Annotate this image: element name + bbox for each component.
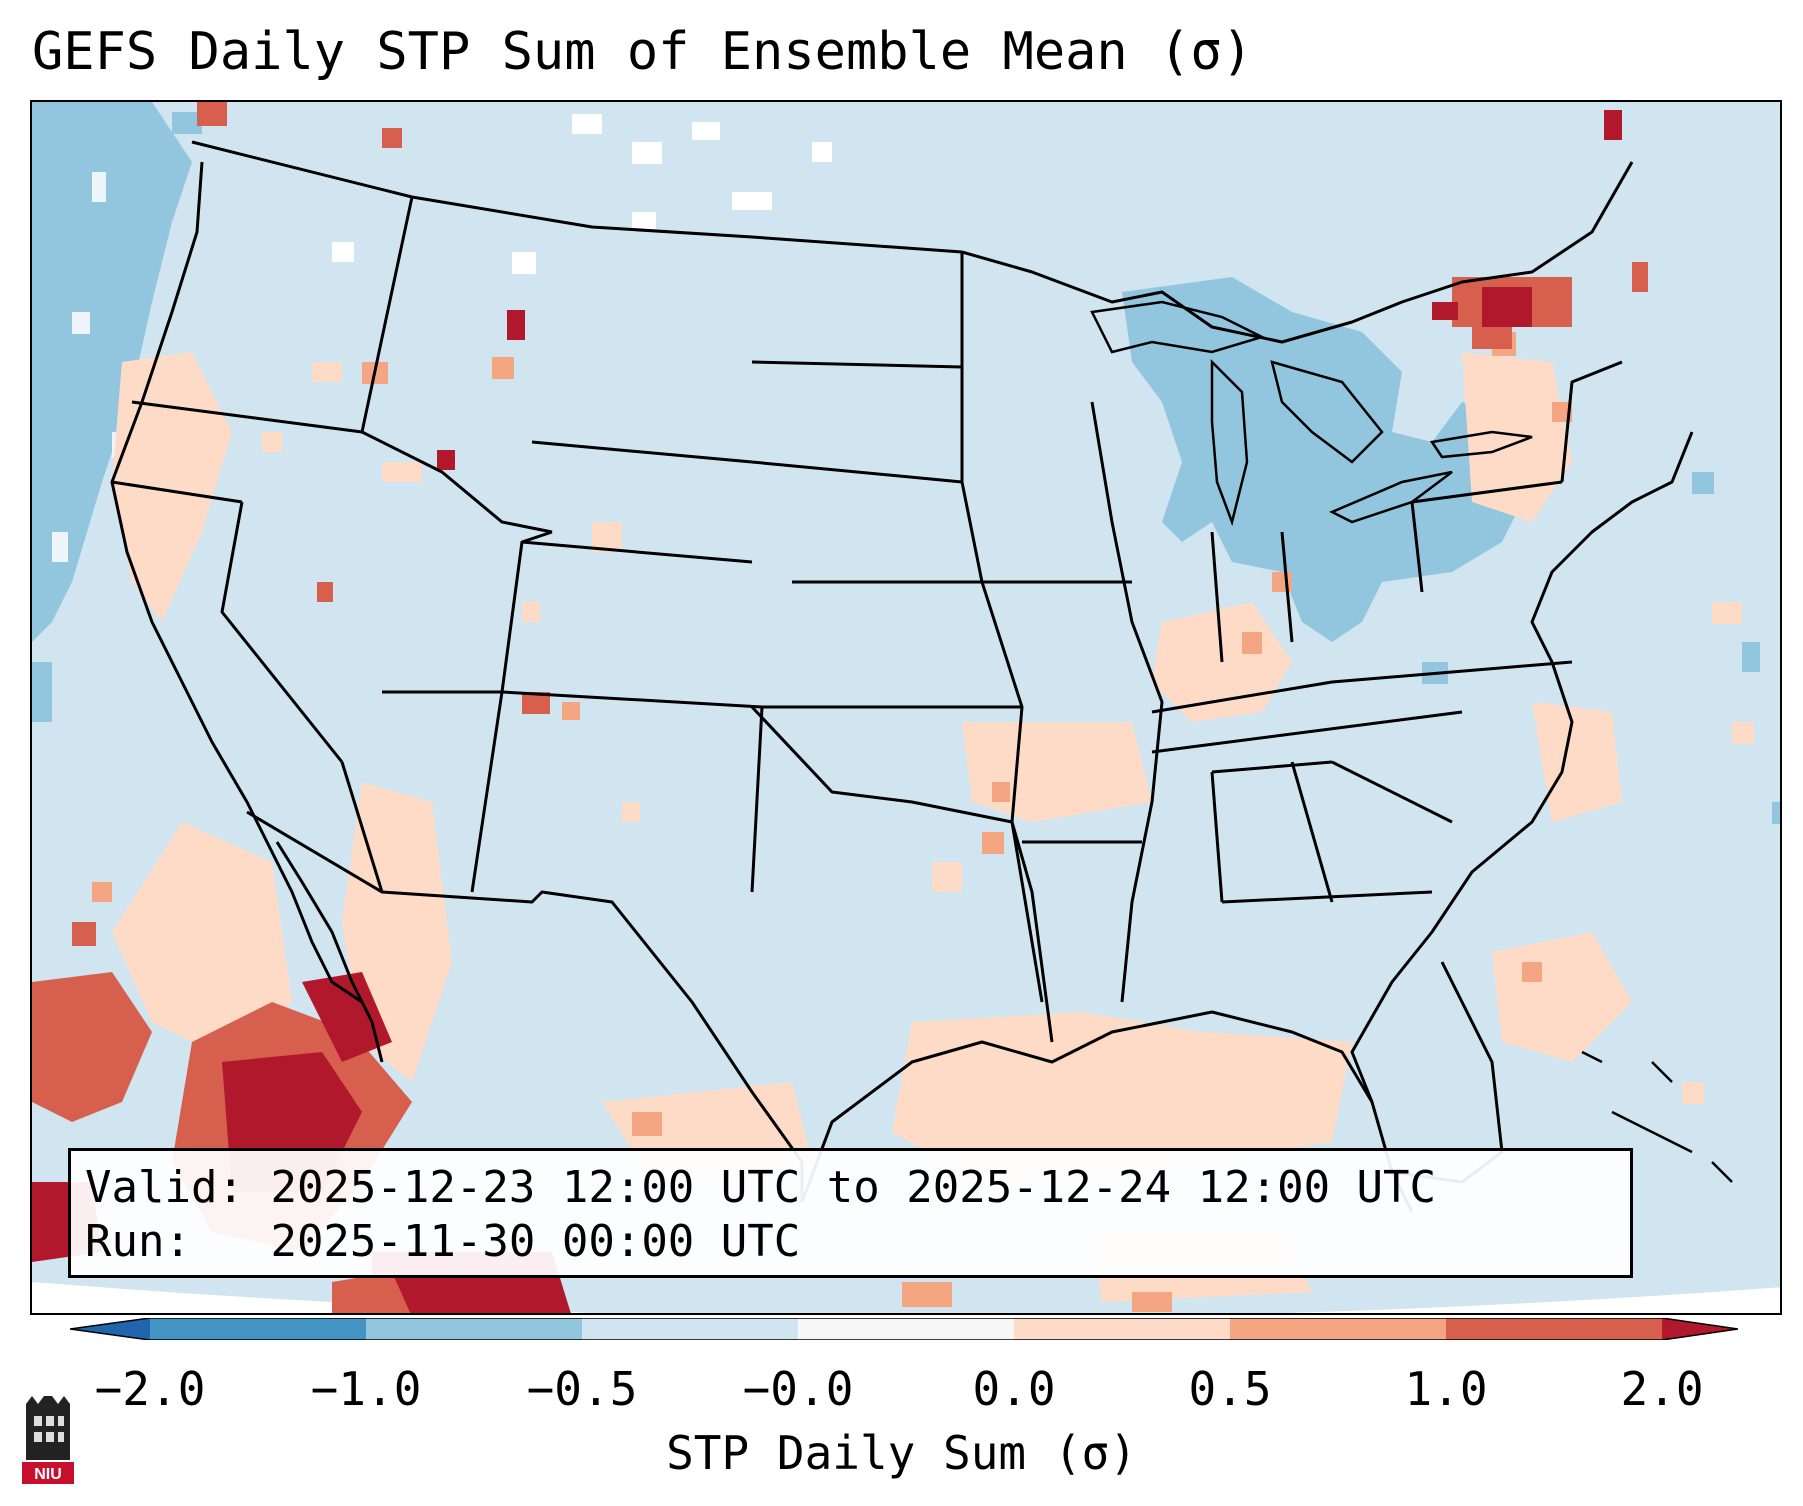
canada-border xyxy=(191,140,963,254)
colorbar-seg-4 xyxy=(798,1318,1014,1340)
lake-huron xyxy=(1270,360,1384,464)
state-line-ut-co xyxy=(500,530,553,693)
state-line-wy-co xyxy=(521,540,753,564)
state-line-tx-la xyxy=(1010,821,1044,1003)
state-line-id xyxy=(361,430,553,534)
state-line-mt-wy xyxy=(531,440,753,464)
state-line-pa-ny xyxy=(1411,480,1563,504)
state-line-wa-or xyxy=(131,400,363,434)
state-line-tn xyxy=(1151,710,1463,754)
map-title: GEFS Daily STP Sum of Ensemble Mean (σ) xyxy=(32,22,1253,82)
state-line-oh-pa xyxy=(1410,501,1424,593)
valid-label: Valid: xyxy=(85,1162,244,1213)
map-panel xyxy=(30,100,1782,1315)
run-row: Run: 2025-11-30 00:00 UTC xyxy=(85,1215,1616,1269)
colorbar-tick: 2.0 xyxy=(1620,1362,1704,1416)
state-line-ms-al xyxy=(1210,771,1224,903)
state-line-ca-nv-az xyxy=(340,761,384,893)
state-line-co-nm xyxy=(501,690,763,709)
valid-row: Valid: 2025-12-23 12:00 UTC to 2025-12-2… xyxy=(85,1161,1616,1215)
colorbar-tick: −2.0 xyxy=(94,1362,206,1416)
colorbar-seg-7 xyxy=(1446,1318,1662,1340)
lake-ontario xyxy=(1429,430,1533,459)
colorbar-tick: −0.5 xyxy=(526,1362,638,1416)
state-line-nm-tx xyxy=(750,706,764,893)
state-line-or-ca xyxy=(111,480,243,504)
colorbar-high-extend xyxy=(1662,1318,1738,1340)
small-strong-positive-spots xyxy=(197,102,550,714)
baja-coastline xyxy=(275,841,384,1063)
colorbar-seg-3 xyxy=(582,1318,798,1340)
logo-crenellation xyxy=(26,1396,70,1404)
colorbar-tick: −1.0 xyxy=(310,1362,422,1416)
boundaries xyxy=(110,140,1694,1213)
state-line-sd-ne xyxy=(751,460,963,484)
state-line-il-in xyxy=(1210,531,1224,663)
colorbar-low-extend xyxy=(70,1318,150,1340)
lake-superior xyxy=(1090,300,1266,354)
state-line-al-ga xyxy=(1290,761,1334,903)
state-line-ky-tn xyxy=(1151,660,1573,714)
colorbar-tick: −0.0 xyxy=(742,1362,854,1416)
logo-text: NIU xyxy=(34,1466,62,1483)
state-line-az-nm xyxy=(470,691,504,893)
colorbar-tick: 0.0 xyxy=(972,1362,1056,1416)
run-time: 2025-11-30 00:00 UTC xyxy=(270,1216,801,1267)
state-line-ok-tx xyxy=(750,705,1013,824)
lake-michigan xyxy=(1210,358,1249,527)
colorbar-seg-2 xyxy=(366,1318,582,1340)
state-line-ga-sc xyxy=(1331,760,1453,824)
mexico-border xyxy=(246,810,804,1202)
projection-edge xyxy=(32,1282,1780,1313)
colorbar-tick: 0.5 xyxy=(1188,1362,1272,1416)
map-svg xyxy=(32,102,1780,1313)
west-coastline xyxy=(110,161,363,1004)
colorbar xyxy=(70,1318,1738,1340)
lake-erie xyxy=(1329,470,1453,524)
colorbar-seg-6 xyxy=(1230,1318,1446,1340)
state-line-mt-id xyxy=(360,196,414,433)
pacific-negative-anomaly xyxy=(32,102,202,722)
colorbar-tick: 1.0 xyxy=(1404,1362,1488,1416)
northern-border-east xyxy=(961,161,1634,344)
colorbar-seg-1 xyxy=(150,1318,366,1340)
logo-windows xyxy=(34,1416,64,1442)
state-line-nv xyxy=(220,501,344,763)
state-line-ga-fl xyxy=(1221,890,1433,904)
state-line-mississippi xyxy=(1090,401,1164,1003)
east-coast xyxy=(1350,431,1694,1103)
colorbar-seg-5 xyxy=(1014,1318,1230,1340)
state-line-nd-sd xyxy=(751,360,963,369)
state-line-al-tn xyxy=(1211,760,1333,774)
run-label: Run: xyxy=(85,1216,191,1267)
colorbar-label: STP Daily Sum (σ) xyxy=(666,1426,1137,1480)
info-box: Valid: 2025-12-23 12:00 UTC to 2025-12-2… xyxy=(68,1148,1633,1278)
state-line-dakotas-mn xyxy=(960,252,1054,1043)
logo-badge xyxy=(22,1462,74,1484)
valid-time: 2025-12-23 12:00 UTC to 2025-12-24 12:00… xyxy=(270,1162,1437,1213)
caribbean-islands xyxy=(1581,1050,1733,1183)
niu-logo: NIU xyxy=(22,1396,74,1484)
northern-white-specks xyxy=(332,114,832,274)
northeast-strong-positive xyxy=(1432,110,1648,349)
great-lakes xyxy=(1090,300,1533,527)
state-line-ny-vt xyxy=(1560,360,1623,483)
state-line-in-oh xyxy=(1280,531,1294,643)
